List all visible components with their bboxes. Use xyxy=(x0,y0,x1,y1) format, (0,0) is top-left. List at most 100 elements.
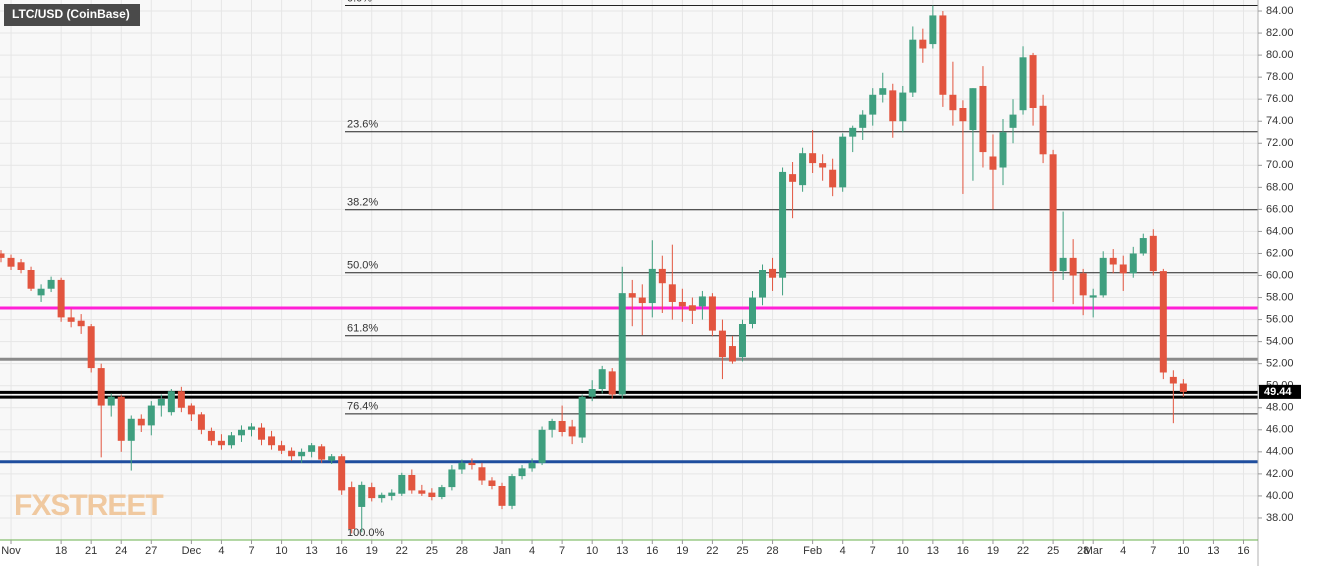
x-tick-label: 22 xyxy=(396,545,408,557)
candle-body xyxy=(598,369,606,390)
candle-body xyxy=(398,474,406,494)
candle-body xyxy=(508,476,516,506)
candle-body xyxy=(197,414,205,430)
candle-body xyxy=(809,153,817,164)
x-tick-label: 13 xyxy=(1207,545,1219,557)
axes: 38.0040.0042.0044.0046.0048.0050.0052.00… xyxy=(1,5,1301,557)
candle-body xyxy=(418,490,426,494)
x-tick-label: 25 xyxy=(426,545,438,557)
candle-body xyxy=(17,262,25,270)
y-tick-label: 42.00 xyxy=(1266,468,1294,480)
candle-body xyxy=(187,405,195,415)
candle-body xyxy=(338,456,346,491)
x-tick-label: 7 xyxy=(559,545,565,557)
candle-body xyxy=(989,156,997,170)
candle-body xyxy=(308,445,316,452)
candle-body xyxy=(538,429,546,463)
x-tick-label: 22 xyxy=(706,545,718,557)
fib-label: 76.4% xyxy=(347,401,378,413)
y-tick-label: 78.00 xyxy=(1266,71,1294,83)
candle-body xyxy=(799,153,807,186)
x-tick-label: 10 xyxy=(1177,545,1189,557)
candle-body xyxy=(879,88,887,95)
x-tick-label: 16 xyxy=(336,545,348,557)
x-tick-label: Feb xyxy=(803,545,822,557)
candle-body xyxy=(949,94,957,111)
candle-body xyxy=(1059,257,1067,272)
candle-body xyxy=(1169,376,1177,384)
x-tick-label: 22 xyxy=(1017,545,1029,557)
x-tick-label: 28 xyxy=(456,545,468,557)
candle-body xyxy=(157,398,165,406)
candle-body xyxy=(468,462,476,466)
candle-body xyxy=(608,371,616,395)
candle-body xyxy=(57,279,65,318)
x-tick-label: Jan xyxy=(493,545,511,557)
candle-body xyxy=(708,296,716,331)
candle-body xyxy=(328,456,336,461)
candle-body xyxy=(298,451,306,457)
fib-label: 50.0% xyxy=(347,260,378,272)
candle-body xyxy=(348,487,356,529)
candle-body xyxy=(478,467,486,481)
y-tick-label: 68.00 xyxy=(1266,181,1294,193)
candle-body xyxy=(368,487,376,499)
x-tick-label: 13 xyxy=(927,545,939,557)
x-tick-label: 21 xyxy=(85,545,97,557)
candle-body xyxy=(1089,295,1097,298)
x-tick-label: 18 xyxy=(55,545,67,557)
x-tick-label: 27 xyxy=(145,545,157,557)
candle-body xyxy=(288,450,296,457)
x-tick-label: 10 xyxy=(897,545,909,557)
candle-body xyxy=(698,296,706,307)
candle-body xyxy=(648,268,656,304)
y-tick-label: 76.00 xyxy=(1266,93,1294,105)
y-tick-label: 52.00 xyxy=(1266,358,1294,370)
candle-body xyxy=(67,317,75,322)
candle-body xyxy=(568,426,576,437)
candle-body xyxy=(458,462,466,470)
candle-body xyxy=(1069,257,1077,276)
fib-label: 23.6% xyxy=(347,119,378,131)
candle-body xyxy=(388,492,396,496)
candle-body xyxy=(278,445,286,451)
candle-body xyxy=(909,39,917,93)
candle-body xyxy=(588,389,596,397)
y-tick-label: 58.00 xyxy=(1266,291,1294,303)
x-tick-label: 4 xyxy=(529,545,535,557)
candle-body xyxy=(268,436,276,446)
candle-body xyxy=(1029,55,1037,108)
candle-body xyxy=(1139,238,1147,254)
x-tick-label: 28 xyxy=(766,545,778,557)
candle-body xyxy=(548,420,556,430)
candle-body xyxy=(1159,271,1167,373)
candle-body xyxy=(107,396,115,406)
fib-label: 0.0% xyxy=(347,0,372,4)
x-tick-label: 25 xyxy=(1047,545,1059,557)
candle-body xyxy=(638,297,646,304)
candle-body xyxy=(819,163,827,168)
x-tick-label: Mar xyxy=(1084,545,1103,557)
candle-body xyxy=(1099,257,1107,296)
x-tick-label: 24 xyxy=(115,545,127,557)
candle-body xyxy=(969,88,977,131)
candle-body xyxy=(1019,57,1027,111)
plot-background xyxy=(0,0,1258,540)
y-tick-label: 66.00 xyxy=(1266,203,1294,215)
candle-body xyxy=(728,346,736,362)
candle-body xyxy=(769,268,777,278)
candle-body xyxy=(518,468,526,477)
candle-body xyxy=(688,305,696,311)
candle-body xyxy=(127,418,135,441)
candle-body xyxy=(358,484,366,507)
candle-body xyxy=(1179,383,1187,392)
candle-body xyxy=(759,270,767,298)
x-tick-label: 7 xyxy=(248,545,254,557)
candle-body xyxy=(919,39,927,49)
y-tick-label: 46.00 xyxy=(1266,424,1294,436)
x-tick-label: 13 xyxy=(305,545,317,557)
x-tick-label: 16 xyxy=(646,545,658,557)
candle-body xyxy=(738,324,746,358)
x-tick-label: 4 xyxy=(840,545,846,557)
y-tick-label: 70.00 xyxy=(1266,159,1294,171)
